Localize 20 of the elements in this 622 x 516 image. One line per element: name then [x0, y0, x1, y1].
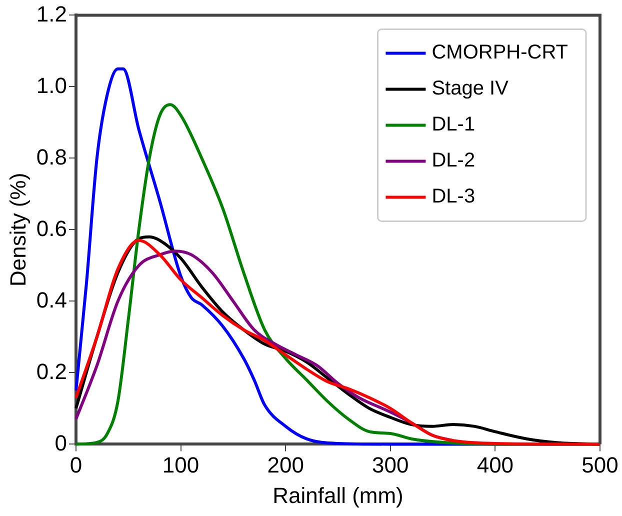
x-tick-label: 200	[267, 452, 304, 478]
x-tick-label: 0	[70, 452, 82, 478]
y-tick-label: 0.4	[36, 287, 67, 312]
y-tick-label: 1.2	[36, 1, 67, 26]
x-tick-label: 100	[162, 452, 200, 478]
y-axis-title: Density (%)	[5, 172, 30, 287]
y-tick-label: 0.8	[36, 144, 67, 170]
y-tick-label: 0.6	[36, 216, 67, 241]
y-tick-label: 0	[54, 430, 67, 456]
legend-label: DL-2	[432, 150, 476, 172]
legend-label: CMORPH-CRT	[432, 42, 568, 64]
x-tick-label: 500	[582, 452, 618, 478]
legend-label: DL-3	[432, 186, 476, 208]
y-tick-label: 0.2	[36, 358, 67, 384]
x-axis-title: Rainfall (mm)	[272, 482, 404, 508]
y-tick-label: 1.0	[36, 72, 67, 98]
x-tick-label: 400	[476, 452, 514, 478]
legend-label: DL-1	[432, 114, 476, 136]
x-tick-label: 300	[372, 452, 409, 478]
legend-label: Stage IV	[432, 78, 510, 100]
